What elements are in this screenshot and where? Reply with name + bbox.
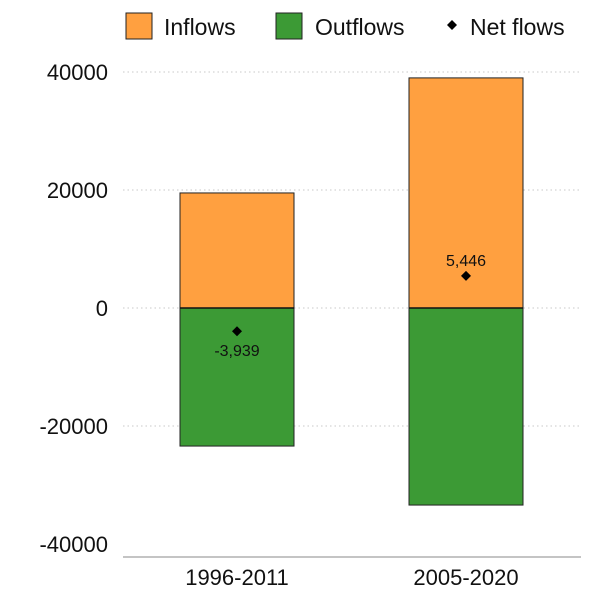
net-flow-marker [461,270,471,281]
bar-inflows [179,192,295,309]
net-flow-marker [232,326,242,337]
legend: Inflows Outflows Net flows [125,12,565,40]
y-axis: 40000 20000 0 -20000 -40000 [39,60,108,557]
bar-outflows [408,307,524,506]
y-tick-label: 0 [96,296,108,321]
legend-label-inflows: Inflows [164,14,236,40]
x-axis: 1996-2011 2005-2020 [123,556,581,590]
legend-swatch-outflows [275,12,303,40]
legend-label-outflows: Outflows [315,14,404,40]
y-tick-label: 20000 [47,178,108,203]
net-flow-data-label: -3,939 [214,343,259,360]
legend-swatch-inflows [125,12,153,40]
x-tick-label: 1996-2011 [185,565,289,590]
bars [179,77,524,506]
net-flow-markers: -3,939 5,446 [214,253,486,360]
bar-inflows [408,77,524,309]
net-flow-data-label: 5,446 [446,253,486,270]
y-tick-label: -20000 [39,414,108,439]
legend-marker-net-flows [447,20,457,30]
y-tick-label: 40000 [47,60,108,85]
legend-label-net-flows: Net flows [470,14,565,40]
x-tick-label: 2005-2020 [413,565,518,590]
y-tick-label: -40000 [39,532,108,557]
